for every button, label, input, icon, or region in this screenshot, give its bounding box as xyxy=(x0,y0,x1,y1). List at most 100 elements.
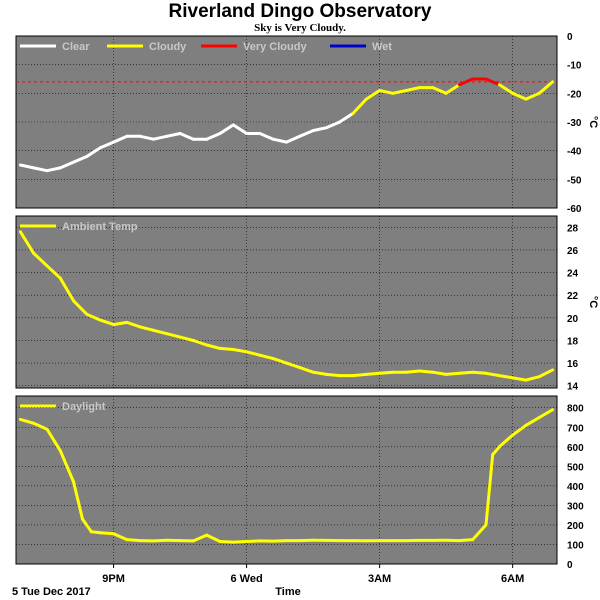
series-segment xyxy=(152,538,169,543)
series-segment xyxy=(431,86,448,95)
series-segment xyxy=(324,372,342,378)
series-segment xyxy=(72,480,84,521)
y-tick-label: 800 xyxy=(567,404,584,415)
legend-label: Very Cloudy xyxy=(243,41,307,53)
y-tick-label: 22 xyxy=(567,291,579,302)
series-segment xyxy=(18,163,36,170)
series-segment xyxy=(138,325,155,332)
series-segment xyxy=(72,154,89,164)
series-segment xyxy=(125,320,142,329)
y-tick-label: -30 xyxy=(567,118,582,129)
y-tick-label: 16 xyxy=(567,359,579,370)
series-segment xyxy=(444,371,461,376)
legend-label: Ambient Temp xyxy=(62,221,138,233)
y-tick-label: 24 xyxy=(567,269,579,280)
y-tick-label: 28 xyxy=(567,223,579,234)
series-segment xyxy=(351,372,368,378)
y-tick-label: 200 xyxy=(567,521,584,532)
series-segment xyxy=(191,339,209,347)
series-segment xyxy=(218,123,235,135)
series-segment xyxy=(245,350,262,357)
date-label: 5 Tue Dec 2017 xyxy=(12,586,91,598)
series-segment xyxy=(484,371,501,378)
series-segment xyxy=(85,312,102,322)
y-tick-label: 0 xyxy=(567,560,573,571)
series-segment xyxy=(285,134,302,144)
series-segment xyxy=(537,408,555,419)
series-segment xyxy=(98,140,116,150)
y-tick-label: 20 xyxy=(567,314,579,325)
y-axis-label: °C xyxy=(587,296,599,308)
series-segment xyxy=(497,83,515,95)
series-segment xyxy=(85,146,102,158)
series-segment xyxy=(311,370,328,376)
series-segment xyxy=(165,132,182,138)
series-segment xyxy=(231,123,249,135)
x-tick-label: 6 Wed xyxy=(230,573,262,585)
series-segment xyxy=(404,369,421,374)
series-segment xyxy=(218,540,235,544)
series-segment xyxy=(32,421,49,431)
y-tick-label: 400 xyxy=(567,482,584,493)
series-segment xyxy=(324,120,342,130)
series-segment xyxy=(125,538,142,543)
y-tick-label: 26 xyxy=(567,246,579,257)
series-segment xyxy=(165,332,182,339)
y-tick-label: 100 xyxy=(567,540,584,551)
plot-area xyxy=(15,395,558,565)
legend-label: Cloudy xyxy=(149,41,187,53)
series-segment xyxy=(457,370,475,375)
x-tick-label: 6AM xyxy=(501,573,524,585)
series-segment xyxy=(378,370,395,375)
series-segment xyxy=(471,370,488,375)
series-segment xyxy=(58,160,76,170)
series-segment xyxy=(491,445,501,457)
series-segment xyxy=(152,328,169,336)
series-segment xyxy=(98,531,116,536)
series-segment xyxy=(138,134,155,141)
series-segment xyxy=(32,251,49,268)
series-segment xyxy=(364,371,382,376)
series-segment xyxy=(298,129,315,138)
series-segment xyxy=(191,533,209,543)
y-tick-label: 700 xyxy=(567,423,584,434)
series-segment xyxy=(391,89,408,95)
plot-area xyxy=(15,215,558,389)
page-title: Riverland Dingo Observatory xyxy=(168,1,432,22)
legend-label: Clear xyxy=(62,41,90,53)
y-axis-label: °C xyxy=(587,116,599,128)
series-segment xyxy=(537,368,555,379)
series-segment xyxy=(112,320,129,327)
series-segment xyxy=(338,111,355,124)
x-axis-title: Time xyxy=(275,586,300,598)
series-segment xyxy=(511,91,528,101)
series-segment xyxy=(112,134,129,144)
series-segment xyxy=(18,417,36,425)
series-segment xyxy=(484,77,501,87)
series-segment xyxy=(32,166,49,173)
panel-sky: 0 -10 -20 -30 -40 -50 -60 °C Clear Cloudy Very Clo… xyxy=(15,32,599,215)
x-tick-label: 9PM xyxy=(102,573,125,585)
series-segment xyxy=(98,318,116,327)
series-segment xyxy=(511,376,528,382)
series-segment xyxy=(298,366,315,374)
series-segment xyxy=(524,91,541,101)
y-tick-label: 0 xyxy=(567,32,573,43)
series-segment xyxy=(178,132,195,141)
series-segment xyxy=(511,423,528,437)
series-segment xyxy=(271,539,288,543)
series-segment xyxy=(45,264,62,280)
y-tick-label: -60 xyxy=(567,204,582,215)
series-segment xyxy=(178,335,195,342)
series-segment xyxy=(205,533,222,543)
series-segment xyxy=(112,532,129,542)
series-segment xyxy=(58,449,76,484)
y-tick-label: -40 xyxy=(567,147,582,158)
series-segment xyxy=(457,77,475,87)
series-segment xyxy=(457,538,475,543)
panel-ambient: 28 26 24 22 20 18 16 14 °C Ambient Temp xyxy=(15,215,599,393)
series-segment xyxy=(524,416,541,427)
series-segment xyxy=(404,86,421,92)
series-segment xyxy=(81,517,93,534)
series-segment xyxy=(258,132,275,141)
